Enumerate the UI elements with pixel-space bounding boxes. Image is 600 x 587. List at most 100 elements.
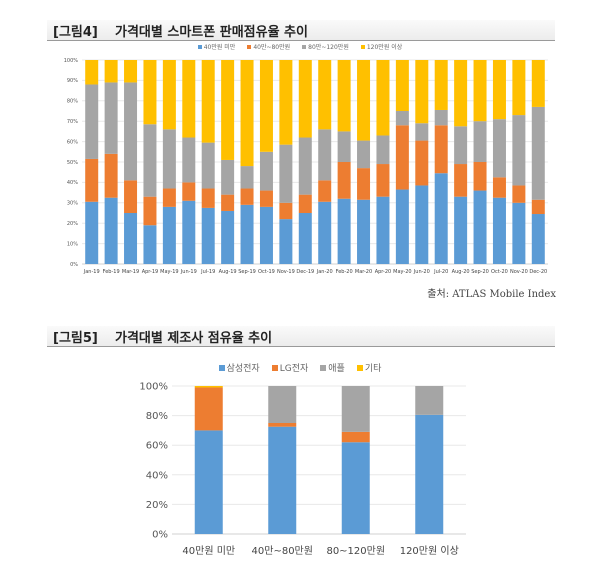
bar-segment bbox=[415, 414, 444, 534]
bar-segment bbox=[201, 188, 215, 208]
x-tick-label: Jun-19 bbox=[180, 269, 197, 275]
y-tick-label: 0% bbox=[70, 262, 78, 268]
legend-label: LG전자 bbox=[279, 364, 309, 374]
bar-segment bbox=[492, 119, 506, 178]
bar-segment bbox=[201, 207, 215, 264]
legend-swatch bbox=[197, 44, 202, 49]
figure5-number: [그림5] bbox=[53, 330, 98, 346]
bar-segment bbox=[492, 60, 506, 120]
y-tick-label: 100% bbox=[64, 58, 79, 64]
bar-segment bbox=[279, 144, 293, 203]
bar-segment bbox=[454, 60, 468, 127]
x-tick-label: Jan-19 bbox=[83, 269, 100, 275]
bar-segment bbox=[124, 82, 138, 181]
bar-segment bbox=[182, 60, 196, 138]
x-tick-label: Jul-20 bbox=[433, 269, 448, 275]
bar-segment bbox=[318, 129, 332, 181]
figure4-title: 가격대별 스마트폰 판매점유율 추이 bbox=[115, 24, 308, 40]
bar-segment bbox=[124, 60, 138, 83]
bar-segment bbox=[415, 386, 444, 415]
legend-label: 애플 bbox=[328, 364, 345, 374]
legend-item: 80만~120만원 bbox=[302, 42, 349, 51]
x-tick-label: 40만~80만원 bbox=[252, 545, 313, 557]
legend-label: 40만~80만원 bbox=[253, 44, 291, 51]
bar-segment bbox=[104, 82, 118, 154]
bar-segment bbox=[124, 213, 138, 264]
bar-segment bbox=[473, 190, 487, 264]
y-tick-label: 80% bbox=[67, 99, 78, 105]
bar-segment bbox=[512, 185, 526, 203]
legend-swatch bbox=[360, 44, 365, 49]
bar-segment bbox=[434, 109, 448, 126]
figure5-header: [그림5] 가격대별 제조사 점유율 추이 bbox=[47, 326, 555, 347]
x-tick-label: Nov-20 bbox=[510, 269, 528, 275]
bar-segment bbox=[415, 123, 429, 141]
y-tick-label: 40% bbox=[146, 470, 168, 481]
bar-segment bbox=[221, 60, 235, 160]
legend-label: 120만원 이상 bbox=[366, 44, 403, 51]
chart1-legend: 40만원 미만 40만~80만원 80만~120만원 120만원 이상 bbox=[0, 42, 600, 51]
legend-swatch bbox=[271, 364, 278, 371]
legend-item: 40만~80만원 bbox=[247, 42, 290, 51]
bar-segment bbox=[298, 60, 312, 138]
bar-segment bbox=[512, 202, 526, 264]
bar-segment bbox=[415, 140, 429, 186]
x-tick-label: Dec-20 bbox=[529, 269, 547, 275]
y-tick-label: 70% bbox=[67, 119, 78, 125]
bar-segment bbox=[395, 60, 409, 111]
bar-segment bbox=[104, 197, 118, 264]
x-tick-label: Nov-19 bbox=[277, 269, 295, 275]
figure4-number: [그림4] bbox=[53, 24, 98, 40]
y-tick-label: 40% bbox=[67, 180, 78, 186]
bar-segment bbox=[259, 60, 273, 152]
legend-item: 120만원 이상 bbox=[360, 42, 403, 51]
legend-label: 80만~120만원 bbox=[308, 44, 349, 51]
bar-segment bbox=[512, 115, 526, 186]
y-tick-label: 80% bbox=[146, 411, 168, 422]
bar-segment bbox=[240, 60, 254, 167]
bar-segment bbox=[104, 153, 118, 198]
bar-segment bbox=[341, 442, 370, 534]
legend-item: 기타 bbox=[356, 361, 381, 374]
x-tick-label: Apr-20 bbox=[375, 269, 392, 275]
bar-segment bbox=[434, 60, 448, 110]
x-tick-label: Mar-19 bbox=[122, 269, 139, 275]
bar-segment bbox=[473, 121, 487, 162]
y-tick-label: 50% bbox=[67, 160, 78, 166]
x-tick-label: 80~120만원 bbox=[326, 545, 385, 557]
y-tick-label: 20% bbox=[146, 500, 168, 511]
bar-segment bbox=[395, 111, 409, 126]
bar-segment bbox=[194, 386, 223, 388]
bar-segment bbox=[182, 200, 196, 264]
legend-label: 삼성전자 bbox=[226, 364, 260, 374]
x-tick-label: Dec-19 bbox=[296, 269, 314, 275]
bar-segment bbox=[454, 196, 468, 264]
bar-segment bbox=[395, 189, 409, 264]
bar-segment bbox=[162, 206, 176, 264]
legend-item: 40만원 미만 bbox=[197, 42, 235, 51]
bar-segment bbox=[85, 201, 99, 264]
x-tick-label: Feb-20 bbox=[336, 269, 353, 275]
bar-segment bbox=[357, 168, 371, 200]
y-tick-label: 60% bbox=[146, 441, 168, 452]
x-tick-label: 120만원 이상 bbox=[400, 545, 459, 557]
bar-segment bbox=[512, 60, 526, 116]
x-tick-label: May-20 bbox=[393, 269, 411, 275]
y-tick-label: 100% bbox=[139, 382, 168, 393]
bar-segment bbox=[162, 60, 176, 130]
x-tick-label: Jul-19 bbox=[200, 269, 215, 275]
bar-segment bbox=[298, 213, 312, 264]
x-tick-label: Aug-19 bbox=[219, 269, 237, 275]
legend-swatch bbox=[356, 364, 363, 371]
bar-segment bbox=[531, 106, 545, 200]
bar-segment bbox=[298, 194, 312, 213]
bar-segment bbox=[341, 386, 370, 432]
bar-segment bbox=[194, 387, 223, 431]
x-tick-label: Apr-19 bbox=[142, 269, 159, 275]
x-tick-label: Sep-20 bbox=[471, 269, 489, 275]
y-tick-label: 60% bbox=[67, 139, 78, 145]
bar-segment bbox=[279, 219, 293, 264]
bar-segment bbox=[318, 180, 332, 202]
bar-segment bbox=[337, 131, 351, 162]
